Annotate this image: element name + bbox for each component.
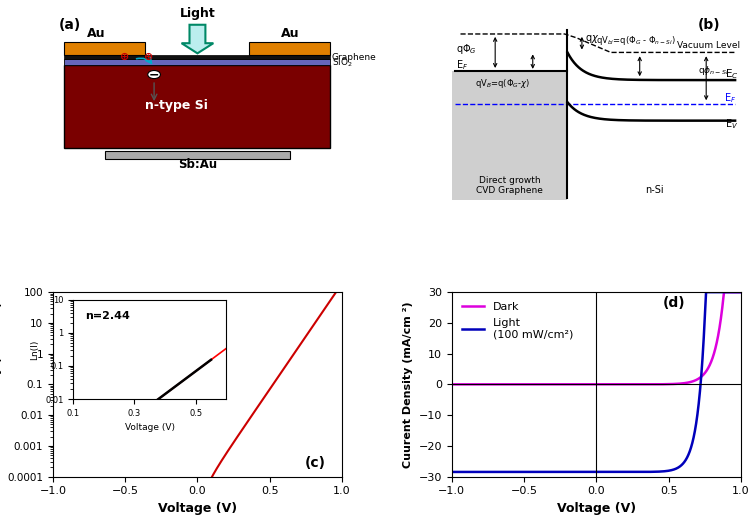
Text: qV$_{bi}$=q($\Phi_G$ - $\Phi_{n-Si}$): qV$_{bi}$=q($\Phi_G$ - $\Phi_{n-Si}$) xyxy=(596,34,676,47)
Dark xyxy=(448,381,457,387)
Text: (d): (d) xyxy=(663,296,686,310)
Bar xyxy=(452,71,568,200)
Line: Light
(100 mW/cm²): Light (100 mW/cm²) xyxy=(452,292,741,472)
Text: SiO$_2$: SiO$_2$ xyxy=(332,56,352,68)
Light
(100 mW/cm²) xyxy=(736,289,745,295)
Text: (a): (a) xyxy=(59,18,81,32)
Bar xyxy=(64,60,330,65)
Text: q$\Phi_G$: q$\Phi_G$ xyxy=(456,42,477,56)
Text: n-Si: n-Si xyxy=(645,185,664,195)
Dark xyxy=(500,381,509,387)
Bar xyxy=(64,55,330,60)
Text: Au: Au xyxy=(280,27,299,40)
Y-axis label: Cuurent Density (mA/cm ²): Cuurent Density (mA/cm ²) xyxy=(403,301,413,468)
Text: Graphene: Graphene xyxy=(332,53,376,62)
Y-axis label: Cuurent Density (mA/cm ²): Cuurent Density (mA/cm ²) xyxy=(0,301,2,468)
Text: q$\phi_{n-Si}$: q$\phi_{n-Si}$ xyxy=(698,64,729,77)
Bar xyxy=(64,65,330,148)
Dark xyxy=(558,381,567,387)
Dark xyxy=(685,379,694,385)
Dark xyxy=(635,381,644,387)
Light
(100 mW/cm²) xyxy=(663,468,672,474)
Text: qV$_B$=q($\Phi_G$-$\chi$): qV$_B$=q($\Phi_G$-$\chi$) xyxy=(475,77,530,90)
Light
(100 mW/cm²) xyxy=(448,469,457,475)
Text: Vacuum Level: Vacuum Level xyxy=(677,41,740,50)
Dark xyxy=(720,289,729,295)
Circle shape xyxy=(147,70,160,79)
Dark xyxy=(736,289,745,295)
Legend: Dark, Light
(100 mW/cm²): Dark, Light (100 mW/cm²) xyxy=(457,298,578,344)
X-axis label: Voltage (V): Voltage (V) xyxy=(556,502,636,515)
Light
(100 mW/cm²) xyxy=(558,469,567,475)
Text: Au: Au xyxy=(87,27,106,40)
Dark xyxy=(621,381,630,387)
Light
(100 mW/cm²) xyxy=(621,469,630,475)
Bar xyxy=(64,41,145,55)
Text: q$\chi$: q$\chi$ xyxy=(585,33,599,46)
Text: ⊕: ⊕ xyxy=(120,52,130,62)
Text: Light: Light xyxy=(180,7,215,20)
Text: (c): (c) xyxy=(305,456,325,470)
Text: (b): (b) xyxy=(698,18,720,32)
Text: n-type Si: n-type Si xyxy=(145,99,209,112)
Light
(100 mW/cm²) xyxy=(685,449,694,455)
Text: −: − xyxy=(149,68,160,81)
Text: E$_F$: E$_F$ xyxy=(456,58,469,72)
Dark xyxy=(663,381,672,387)
Bar xyxy=(249,41,330,55)
Text: ⊕: ⊕ xyxy=(144,52,153,62)
Light
(100 mW/cm²) xyxy=(635,469,644,475)
Line: Dark: Dark xyxy=(452,292,741,384)
X-axis label: Voltage (V): Voltage (V) xyxy=(158,502,237,515)
Text: Sb:Au: Sb:Au xyxy=(178,157,217,170)
Text: E$_F$: E$_F$ xyxy=(723,91,736,105)
Bar xyxy=(105,151,290,160)
Text: E$_C$: E$_C$ xyxy=(725,67,739,81)
FancyArrowPatch shape xyxy=(137,57,151,63)
Text: Direct growth
CVD Graphene: Direct growth CVD Graphene xyxy=(476,176,543,195)
Light
(100 mW/cm²) xyxy=(500,469,509,475)
Text: E$_V$: E$_V$ xyxy=(725,117,739,131)
FancyArrow shape xyxy=(181,25,213,53)
Light
(100 mW/cm²) xyxy=(702,289,711,295)
